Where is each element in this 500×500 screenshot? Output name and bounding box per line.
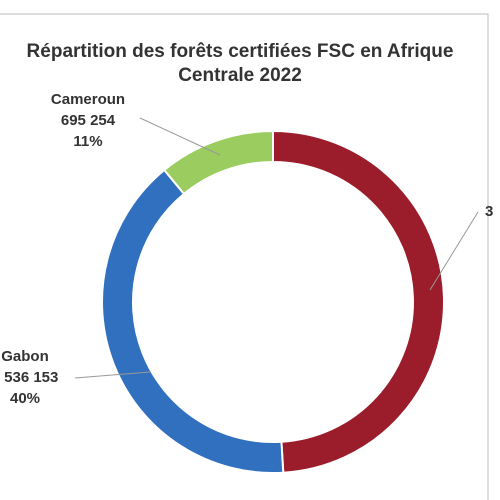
data-label: 11% [73, 133, 102, 150]
leader-line [74, 371, 151, 379]
data-label: Cameroun [51, 91, 125, 108]
data-label: 3 [485, 203, 493, 220]
leader-line [139, 117, 221, 156]
frame [0, 13, 489, 500]
data-label: 40% [10, 390, 40, 407]
slice [101, 168, 285, 474]
slice [162, 129, 274, 196]
leader-line [429, 211, 479, 291]
chart-title: Centrale 2022 [178, 65, 302, 86]
data-label: 2 536 153 [0, 369, 58, 386]
slice [272, 129, 446, 474]
data-label: 695 254 [61, 112, 116, 129]
data-label: Gabon [1, 348, 49, 365]
chart-title: Répartition des forêts certifiées FSC en… [27, 41, 454, 62]
